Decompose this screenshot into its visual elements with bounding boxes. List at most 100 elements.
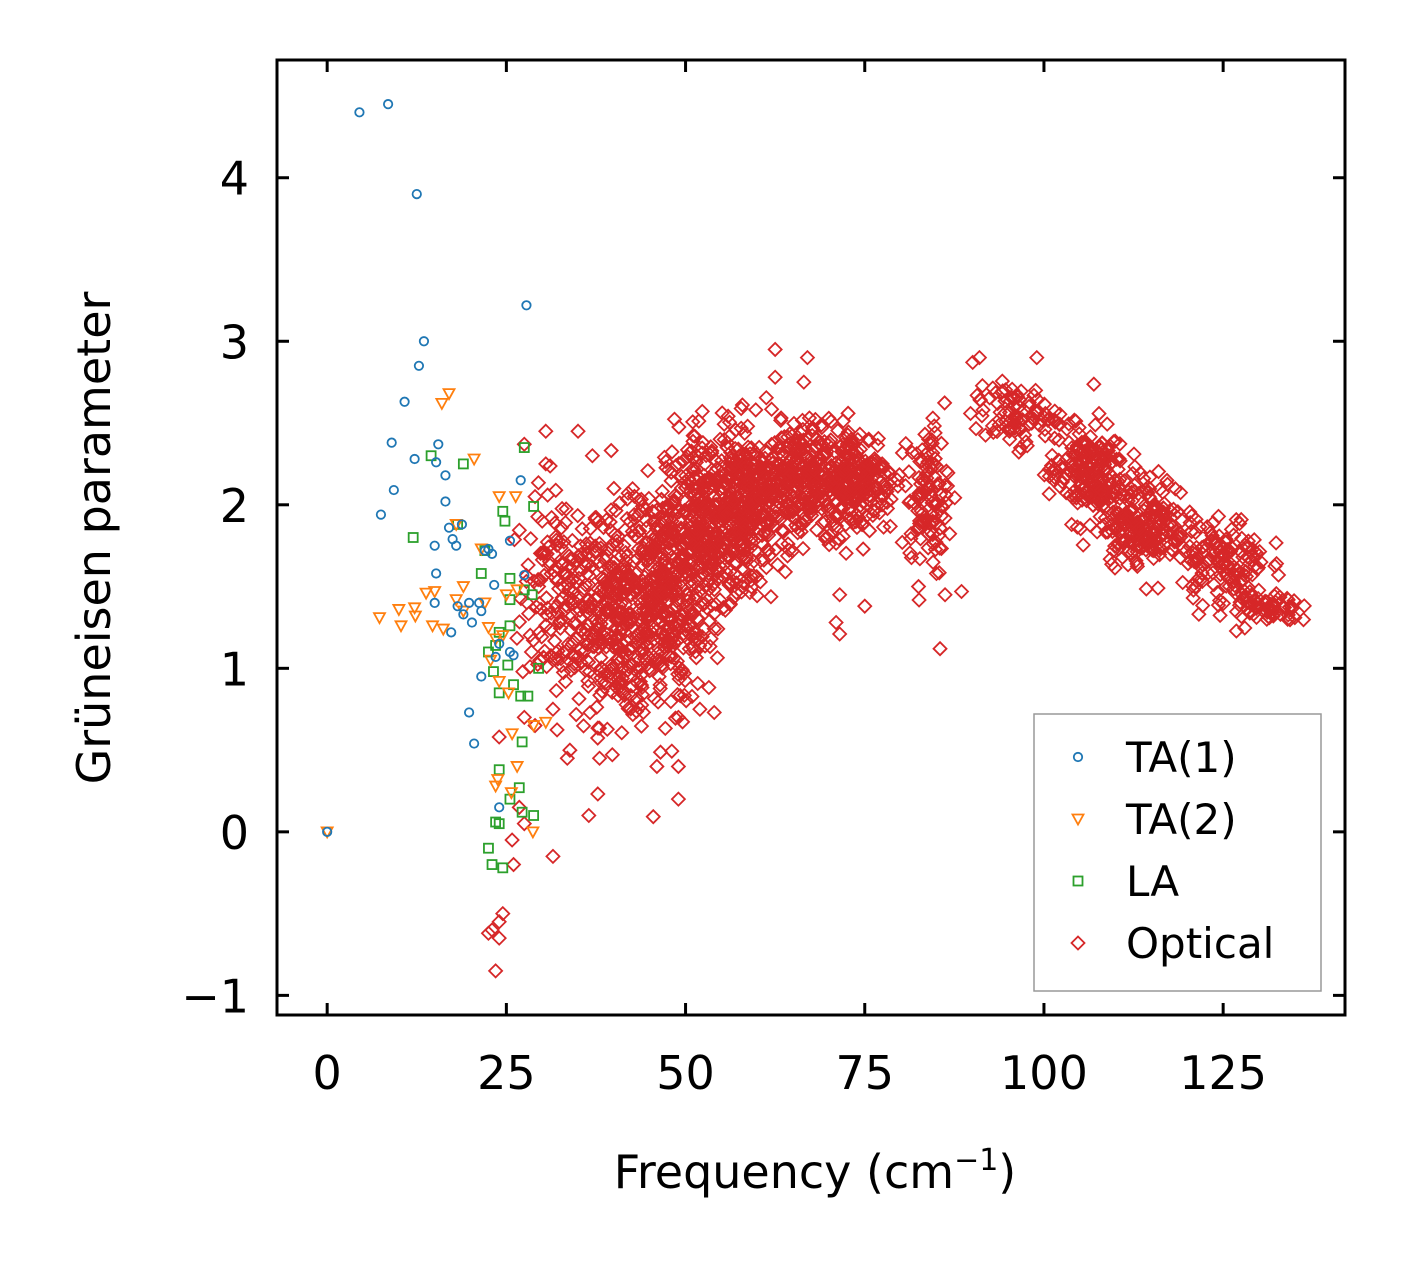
data-point (725, 481, 742, 497)
data-point (771, 508, 787, 525)
data-point (1286, 593, 1302, 609)
data-point (522, 690, 534, 702)
data-point (571, 690, 587, 707)
data-point (977, 427, 994, 443)
data-point (1111, 451, 1127, 467)
data-point (528, 501, 540, 512)
data-point (614, 586, 630, 603)
y-tick-label: 4 (220, 152, 249, 206)
data-point (574, 521, 591, 537)
data-point (921, 478, 938, 495)
data-point (764, 455, 781, 471)
data-point (975, 402, 991, 418)
data-point (483, 842, 494, 854)
data-point (561, 590, 578, 607)
data-point (680, 625, 697, 641)
data-point (727, 526, 744, 543)
data-point (926, 508, 943, 525)
data-point (476, 605, 487, 617)
data-point (597, 666, 613, 683)
data-point (1029, 349, 1045, 366)
data-point (825, 477, 842, 493)
data-point (640, 462, 656, 479)
data-point (911, 592, 927, 608)
data-point (763, 401, 780, 418)
data-point (440, 470, 451, 481)
data-point (1064, 458, 1080, 474)
data-point (605, 573, 621, 590)
data-point (1265, 608, 1282, 624)
data-point (712, 431, 728, 447)
data-point (1019, 437, 1035, 454)
data-point (838, 447, 855, 464)
data-point (562, 622, 579, 638)
data-point (1082, 476, 1098, 493)
data-point (1112, 514, 1129, 531)
data-point (436, 623, 451, 637)
data-point (616, 684, 632, 701)
data-point (708, 453, 725, 470)
data-point (1142, 510, 1159, 526)
data-point (494, 802, 505, 813)
data-point (749, 492, 766, 509)
data-point (775, 493, 792, 510)
data-point (1110, 541, 1127, 557)
data-point (530, 571, 546, 588)
data-point (711, 489, 728, 505)
data-point (911, 515, 928, 532)
data-point (742, 472, 758, 489)
data-point (1234, 530, 1250, 547)
y-tick-label: 3 (220, 315, 249, 369)
data-point (676, 628, 693, 644)
data-point (509, 630, 525, 647)
data-point (1172, 484, 1189, 501)
data-point (501, 687, 516, 701)
data-point (932, 640, 948, 657)
data-point (937, 510, 953, 526)
data-point (767, 463, 784, 479)
data-point (659, 638, 676, 654)
data-point (721, 516, 737, 533)
data-point (832, 438, 848, 455)
data-point (798, 489, 814, 505)
data-point (575, 718, 592, 734)
data-point (633, 667, 649, 683)
data-point (709, 621, 726, 637)
data-point (933, 498, 950, 514)
data-point (1095, 517, 1111, 534)
data-point (564, 595, 581, 612)
data-point (626, 506, 642, 523)
data-point (1044, 447, 1060, 464)
data-point (767, 541, 784, 558)
data-point (1139, 531, 1156, 548)
data-point (486, 859, 498, 870)
data-point (738, 550, 755, 567)
data-point (879, 494, 895, 511)
data-point (1123, 533, 1139, 550)
data-point (1136, 526, 1153, 542)
data-point (616, 558, 632, 574)
y-tick-label: −1 (181, 969, 249, 1023)
data-point (852, 426, 868, 442)
data-point (624, 480, 641, 497)
data-point (527, 717, 543, 734)
data-point (661, 610, 678, 627)
data-point (641, 490, 657, 507)
data-point (481, 622, 496, 635)
data-point (1096, 496, 1112, 513)
data-point (620, 668, 636, 684)
data-point (664, 444, 680, 460)
data-point (748, 568, 765, 585)
data-point (641, 607, 658, 623)
data-point (692, 519, 709, 535)
data-point (591, 554, 608, 570)
data-point (429, 597, 440, 609)
data-point (1225, 581, 1242, 597)
data-point (714, 405, 730, 421)
data-point (650, 533, 666, 549)
data-point (530, 578, 547, 595)
data-point (742, 520, 759, 537)
data-point (388, 484, 399, 496)
data-point (1131, 538, 1147, 554)
data-point (649, 588, 666, 604)
